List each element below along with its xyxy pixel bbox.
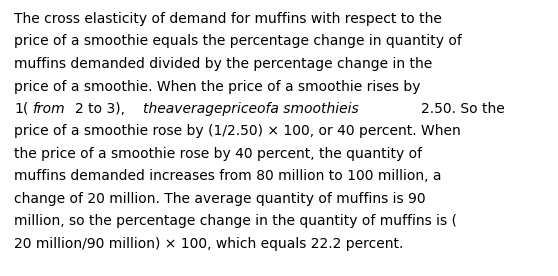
Text: muffins demanded divided by the percentage change in the: muffins demanded divided by the percenta… xyxy=(14,57,432,71)
Text: theaveragepriceofa smoothieis: theaveragepriceofa smoothieis xyxy=(143,102,358,116)
Text: price of a smoothie. When the price of a smoothie rises by: price of a smoothie. When the price of a… xyxy=(14,79,421,94)
Text: The cross elasticity of demand for muffins with respect to the: The cross elasticity of demand for muffi… xyxy=(14,12,442,26)
Text: million, so the percentage change in the quantity of muffins is (: million, so the percentage change in the… xyxy=(14,214,457,229)
Text: 2.50. So the: 2.50. So the xyxy=(421,102,505,116)
Text: price of a smoothie rose by (1/2.50) × 100, or 40 percent. When: price of a smoothie rose by (1/2.50) × 1… xyxy=(14,124,461,139)
Text: 2 to 3),: 2 to 3), xyxy=(75,102,127,116)
Text: 1(: 1( xyxy=(14,102,28,116)
Text: 20 million/90 million) × 100, which equals 22.2 percent.: 20 million/90 million) × 100, which equa… xyxy=(14,237,403,251)
Text: from: from xyxy=(32,102,65,116)
Text: the price of a smoothie rose by 40 percent, the quantity of: the price of a smoothie rose by 40 perce… xyxy=(14,147,422,161)
Text: muffins demanded increases from 80 million to 100 million, a: muffins demanded increases from 80 milli… xyxy=(14,169,441,184)
Text: price of a smoothie equals the percentage change in quantity of: price of a smoothie equals the percentag… xyxy=(14,34,462,49)
Text: change of 20 million. The average quantity of muffins is 90: change of 20 million. The average quanti… xyxy=(14,192,426,206)
